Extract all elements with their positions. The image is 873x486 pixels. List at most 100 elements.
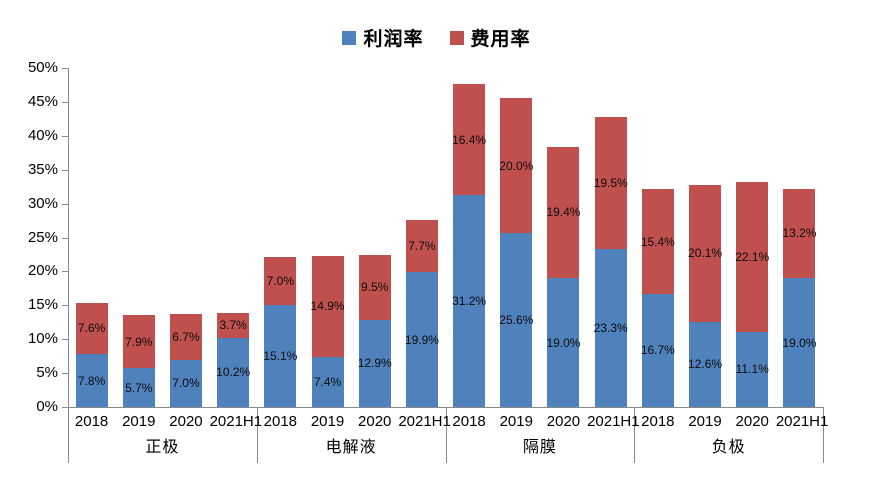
bar-segment-expense bbox=[405, 219, 438, 273]
y-axis-tick bbox=[62, 237, 68, 239]
bar-segment-value-label: 23.3% bbox=[593, 321, 628, 335]
legend-swatch-icon bbox=[342, 30, 357, 45]
x-axis-year-label: 2019 bbox=[688, 413, 722, 430]
bar-segment-value-label: 12.9% bbox=[357, 356, 392, 371]
bar-segment-profit bbox=[358, 319, 391, 407]
bar-segment-profit bbox=[122, 368, 155, 407]
bar-segment-expense bbox=[641, 189, 674, 294]
x-axis-year-label: 2019 bbox=[499, 413, 533, 430]
x-axis-year-label: 2018 bbox=[74, 413, 109, 430]
y-axis-label: 40% bbox=[27, 126, 58, 144]
bar-segment-value-label: 20.1% bbox=[688, 246, 723, 261]
x-axis-group-label: 负极 bbox=[711, 439, 746, 456]
x-axis-line bbox=[68, 407, 823, 408]
x-axis-year-label: 2021H1 bbox=[775, 413, 829, 430]
bar-segment-profit bbox=[75, 354, 108, 407]
bar-segment-expense bbox=[736, 181, 769, 332]
y-axis-label: 0% bbox=[36, 398, 58, 415]
bar-segment-profit bbox=[217, 337, 250, 407]
bar-segment-value-label: 22.1% bbox=[735, 249, 770, 264]
bar-segment-value-label: 13.2% bbox=[782, 226, 817, 241]
bar-segment-expense bbox=[500, 97, 533, 234]
legend-label: 利润率 bbox=[363, 29, 424, 50]
bar-segment-profit bbox=[641, 293, 674, 407]
bar-segment-profit bbox=[736, 331, 769, 407]
y-axis-label: 10% bbox=[27, 330, 58, 348]
bar-segment-profit bbox=[311, 356, 344, 407]
y-axis-tick bbox=[62, 407, 68, 408]
bar-segment-expense bbox=[169, 314, 202, 360]
y-axis-tick bbox=[62, 305, 68, 307]
group-separator bbox=[257, 407, 258, 463]
x-axis-year-label: 2021H1 bbox=[398, 413, 451, 430]
y-axis-tick bbox=[62, 373, 68, 375]
bar-segment-expense bbox=[547, 146, 580, 279]
bar-segment-value-label: 19.9% bbox=[404, 332, 439, 347]
x-axis-year-label: 2020 bbox=[546, 413, 581, 430]
chart-legend: 利润率 费用率 bbox=[0, 24, 873, 51]
bar-segment-profit bbox=[169, 359, 202, 407]
bar-segment-value-label: 7.0% bbox=[172, 376, 200, 391]
bar-segment-value-label: 7.7% bbox=[408, 238, 436, 253]
bar-segment-expense bbox=[264, 257, 297, 305]
bar-segment-expense bbox=[689, 185, 722, 322]
y-axis-label: 20% bbox=[27, 262, 58, 280]
y-axis-tick bbox=[62, 203, 68, 205]
bar-segment-value-label: 7.9% bbox=[125, 334, 153, 349]
bar-segment-value-label: 11.1% bbox=[735, 362, 769, 377]
bar-segment-value-label: 19.5% bbox=[593, 175, 628, 190]
bar-segment-expense bbox=[358, 255, 391, 320]
bar-segment-value-label: 10.2% bbox=[216, 365, 251, 380]
bar-segment-profit bbox=[405, 272, 438, 407]
bar-segment-value-label: 7.4% bbox=[313, 374, 342, 389]
y-axis-line bbox=[68, 68, 69, 463]
bar-segment-value-label: 31.2% bbox=[452, 294, 487, 309]
bar-segment-value-label: 7.0% bbox=[266, 273, 295, 288]
y-axis-tick bbox=[62, 68, 68, 69]
bar-segment-value-label: 7.6% bbox=[77, 321, 106, 336]
plot-right-border bbox=[823, 407, 824, 463]
x-axis-year-label: 2019 bbox=[122, 413, 156, 430]
legend-item: 利润率 bbox=[342, 24, 423, 51]
bar-segment-value-label: 3.7% bbox=[219, 318, 247, 333]
bar-segment-expense bbox=[311, 255, 344, 357]
bar-segment-value-label: 7.8% bbox=[77, 373, 106, 388]
bar-segment-value-label: 15.1% bbox=[263, 348, 298, 363]
x-axis-year-label: 2019 bbox=[310, 413, 345, 430]
y-axis-label: 30% bbox=[27, 194, 58, 212]
bar-segment-value-label: 15.4% bbox=[640, 234, 675, 249]
y-axis-tick bbox=[62, 271, 68, 273]
legend-label: 费用率 bbox=[470, 29, 531, 50]
bar-segment-value-label: 20.0% bbox=[499, 158, 534, 173]
y-axis-label: 5% bbox=[36, 364, 58, 382]
bar-segment-value-label: 14.9% bbox=[310, 299, 345, 314]
bar-segment-value-label: 25.6% bbox=[499, 313, 534, 328]
bar-segment-expense bbox=[217, 312, 250, 338]
y-axis-tick bbox=[62, 169, 68, 171]
bar-segment-profit bbox=[594, 249, 627, 407]
y-axis-tick bbox=[62, 135, 68, 137]
bar-segment-profit bbox=[500, 233, 533, 407]
y-axis-label: 45% bbox=[27, 92, 58, 110]
y-axis-tick bbox=[62, 101, 68, 103]
legend-item: 费用率 bbox=[449, 24, 531, 51]
bar-segment-value-label: 5.7% bbox=[125, 380, 153, 395]
bar-segment-value-label: 16.4% bbox=[452, 132, 487, 147]
bar-segment-profit bbox=[264, 304, 297, 407]
x-axis-year-label: 2021H1 bbox=[587, 413, 640, 430]
x-axis-year-label: 2020 bbox=[358, 413, 392, 430]
x-axis-year-label: 2018 bbox=[641, 413, 675, 430]
bar-segment-value-label: 19.0% bbox=[782, 335, 817, 350]
legend-swatch-icon bbox=[449, 30, 464, 45]
bar-segment-value-label: 16.7% bbox=[640, 343, 675, 358]
bar-segment-expense bbox=[75, 302, 108, 355]
bar-segment-expense bbox=[453, 84, 486, 196]
x-axis-year-label: 2018 bbox=[452, 413, 486, 430]
bar-segment-expense bbox=[783, 188, 816, 279]
x-axis-group-label: 电解液 bbox=[325, 439, 377, 456]
group-separator bbox=[634, 407, 635, 463]
bar-segment-value-label: 19.0% bbox=[546, 335, 581, 350]
y-axis-tick bbox=[62, 339, 68, 341]
bar-segment-value-label: 6.7% bbox=[172, 329, 200, 344]
